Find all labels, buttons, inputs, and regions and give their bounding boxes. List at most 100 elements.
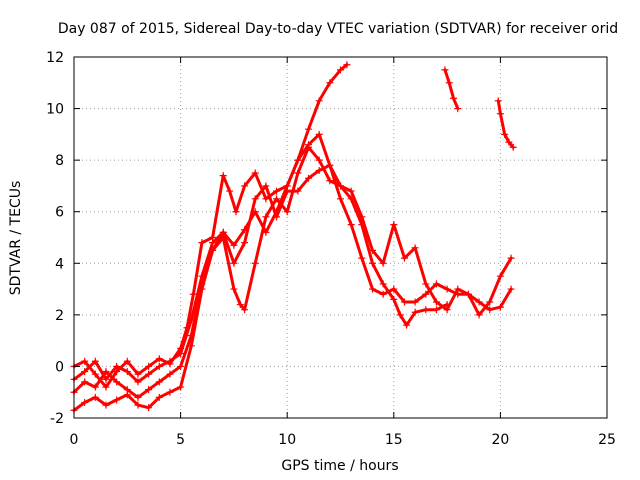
data-point <box>507 285 515 293</box>
data-point <box>368 285 376 293</box>
data-point <box>113 378 121 386</box>
data-point <box>443 285 451 293</box>
data-point <box>145 370 153 378</box>
data-point <box>422 280 430 288</box>
series-3 <box>70 143 515 401</box>
data-point <box>326 161 334 169</box>
x-tick-label: 20 <box>491 432 509 448</box>
data-point <box>166 357 174 365</box>
data-point <box>230 259 238 267</box>
data-point <box>189 290 197 298</box>
data-point <box>123 357 131 365</box>
series-5 <box>441 66 462 113</box>
data-point <box>294 156 302 164</box>
data-point <box>236 301 244 309</box>
data-point <box>155 378 163 386</box>
data-point <box>155 393 163 401</box>
data-point <box>145 386 153 394</box>
y-tick-label: 10 <box>46 102 64 118</box>
y-tick-label: 4 <box>55 256 64 272</box>
data-point <box>134 378 142 386</box>
data-point <box>283 208 291 216</box>
data-point <box>91 383 99 391</box>
x-tick-label: 10 <box>278 432 296 448</box>
data-point <box>209 239 217 247</box>
data-point <box>305 174 313 182</box>
data-point <box>251 195 259 203</box>
data-point <box>81 368 89 376</box>
x-tick-label: 0 <box>70 432 79 448</box>
data-point <box>368 259 376 267</box>
data-point <box>464 290 472 298</box>
series-1 <box>70 61 351 391</box>
data-point <box>198 239 206 247</box>
data-point <box>134 370 142 378</box>
series-line <box>72 132 513 384</box>
data-point <box>396 311 404 319</box>
chart-title: Day 087 of 2015, Sidereal Day-to-day VTE… <box>58 21 618 37</box>
data-point <box>507 254 515 262</box>
data-point <box>219 228 227 236</box>
data-point <box>113 396 121 404</box>
data-point <box>379 280 387 288</box>
data-point <box>123 391 131 399</box>
data-point <box>145 362 153 370</box>
data-point <box>262 195 270 203</box>
data-point <box>454 105 462 113</box>
data-point <box>134 401 142 409</box>
data-point <box>347 195 355 203</box>
data-point <box>155 355 163 363</box>
data-point <box>496 110 504 118</box>
x-tick-label: 5 <box>176 432 185 448</box>
series-2 <box>70 130 515 386</box>
data-point <box>155 362 163 370</box>
data-point <box>251 169 259 177</box>
data-point <box>273 213 281 221</box>
data-point <box>400 298 408 306</box>
series-line <box>443 68 460 111</box>
data-point <box>337 195 344 203</box>
data-point <box>501 130 509 138</box>
data-point <box>496 272 504 280</box>
data-point <box>166 370 174 378</box>
data-point <box>347 221 355 229</box>
x-tick-label: 25 <box>598 432 616 448</box>
axis-ticks <box>73 56 608 419</box>
data-point <box>475 298 483 306</box>
data-point <box>390 221 398 229</box>
data-point <box>326 177 334 185</box>
x-tick-labels: 0 5 10 15 20 25 <box>70 432 616 448</box>
data-point <box>177 362 185 370</box>
data-point <box>432 298 440 306</box>
data-point <box>443 301 451 309</box>
data-point <box>454 285 462 293</box>
y-tick-label: 0 <box>55 359 64 375</box>
data-point <box>232 208 240 216</box>
data-point <box>145 404 153 412</box>
data-point <box>496 303 504 311</box>
data-point <box>177 350 185 358</box>
data-point <box>273 187 281 195</box>
data-point <box>102 375 110 383</box>
data-point <box>358 254 366 262</box>
data-point <box>411 308 419 316</box>
y-tick-label: 2 <box>55 308 64 324</box>
series-line <box>72 145 513 399</box>
data-point <box>475 311 483 319</box>
data-point <box>411 244 419 252</box>
data-point <box>81 378 89 386</box>
data-point <box>91 370 99 378</box>
data-point <box>315 166 323 174</box>
data-point <box>81 399 89 407</box>
data-series <box>70 61 517 414</box>
data-point <box>134 393 142 401</box>
data-point <box>326 79 334 87</box>
data-point <box>390 285 398 293</box>
data-point <box>505 138 513 146</box>
data-point <box>294 169 302 177</box>
data-point <box>315 156 323 164</box>
data-point <box>422 290 430 298</box>
data-point <box>358 221 366 229</box>
y-axis-label: SDTVAR / TECUs <box>8 181 24 296</box>
